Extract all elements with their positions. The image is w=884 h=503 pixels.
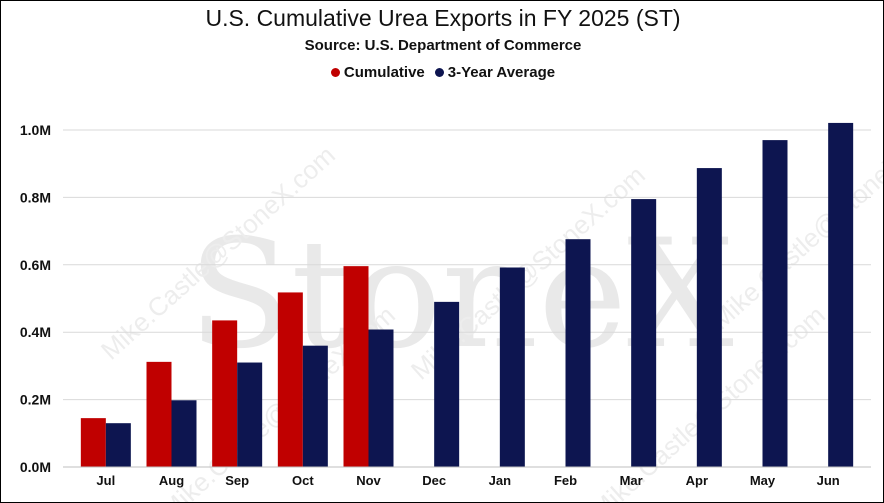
y-tick-label: 0.6M: [20, 257, 51, 273]
x-tick-label: Jan: [489, 473, 511, 488]
bar-cumulative: [343, 266, 369, 467]
x-tick-label: Mar: [620, 473, 643, 488]
bar-3-year-average: [499, 267, 525, 467]
legend-label-3-year-average: 3-Year Average: [447, 64, 556, 81]
y-tick-label: 0.0M: [20, 459, 51, 475]
x-tick-label: Apr: [686, 473, 708, 488]
bar-3-year-average: [105, 423, 131, 467]
x-tick-label: Jun: [817, 473, 840, 488]
x-tick-label: Sep: [225, 473, 249, 488]
y-tick-label: 0.2M: [20, 392, 51, 408]
x-tick-label: Aug: [159, 473, 184, 488]
x-tick-label: Oct: [292, 473, 314, 488]
bar-3-year-average: [368, 329, 394, 467]
y-tick-label: 1.0M: [20, 122, 51, 138]
chart-legend: Cumulative 3-Year Average: [1, 64, 883, 81]
legend-swatch-3-year-average: [434, 68, 444, 77]
bar-3-year-average: [631, 199, 657, 467]
bar-cumulative: [80, 418, 106, 467]
x-tick-label: Feb: [554, 473, 577, 488]
legend-item-3-year-average[interactable]: 3-Year Average: [434, 64, 556, 81]
x-tick-label: Nov: [356, 473, 381, 488]
chart-subtitle: Source: U.S. Department of Commerce: [304, 37, 582, 54]
bar-3-year-average: [171, 400, 197, 467]
x-tick-label: Jul: [96, 473, 115, 488]
bar-cumulative: [277, 292, 303, 467]
y-tick-label: 0.4M: [20, 324, 51, 340]
y-tick-label: 0.8M: [20, 189, 51, 205]
bar-cumulative: [146, 361, 172, 467]
bar-3-year-average: [565, 239, 591, 467]
bar-3-year-average: [237, 362, 263, 467]
x-tick-label: May: [750, 473, 776, 488]
chart-title: U.S. Cumulative Urea Exports in FY 2025 …: [205, 5, 681, 31]
x-tick-label: Dec: [422, 473, 446, 488]
bar-3-year-average: [434, 301, 460, 467]
bar-3-year-average: [696, 168, 722, 467]
bar-cumulative: [212, 320, 238, 467]
bar-3-year-average: [762, 140, 788, 468]
legend-item-cumulative[interactable]: Cumulative: [330, 64, 425, 81]
legend-label-cumulative: Cumulative: [343, 64, 425, 81]
bar-3-year-average: [828, 122, 854, 467]
legend-swatch-cumulative: [330, 68, 340, 77]
bar-3-year-average: [302, 345, 328, 467]
